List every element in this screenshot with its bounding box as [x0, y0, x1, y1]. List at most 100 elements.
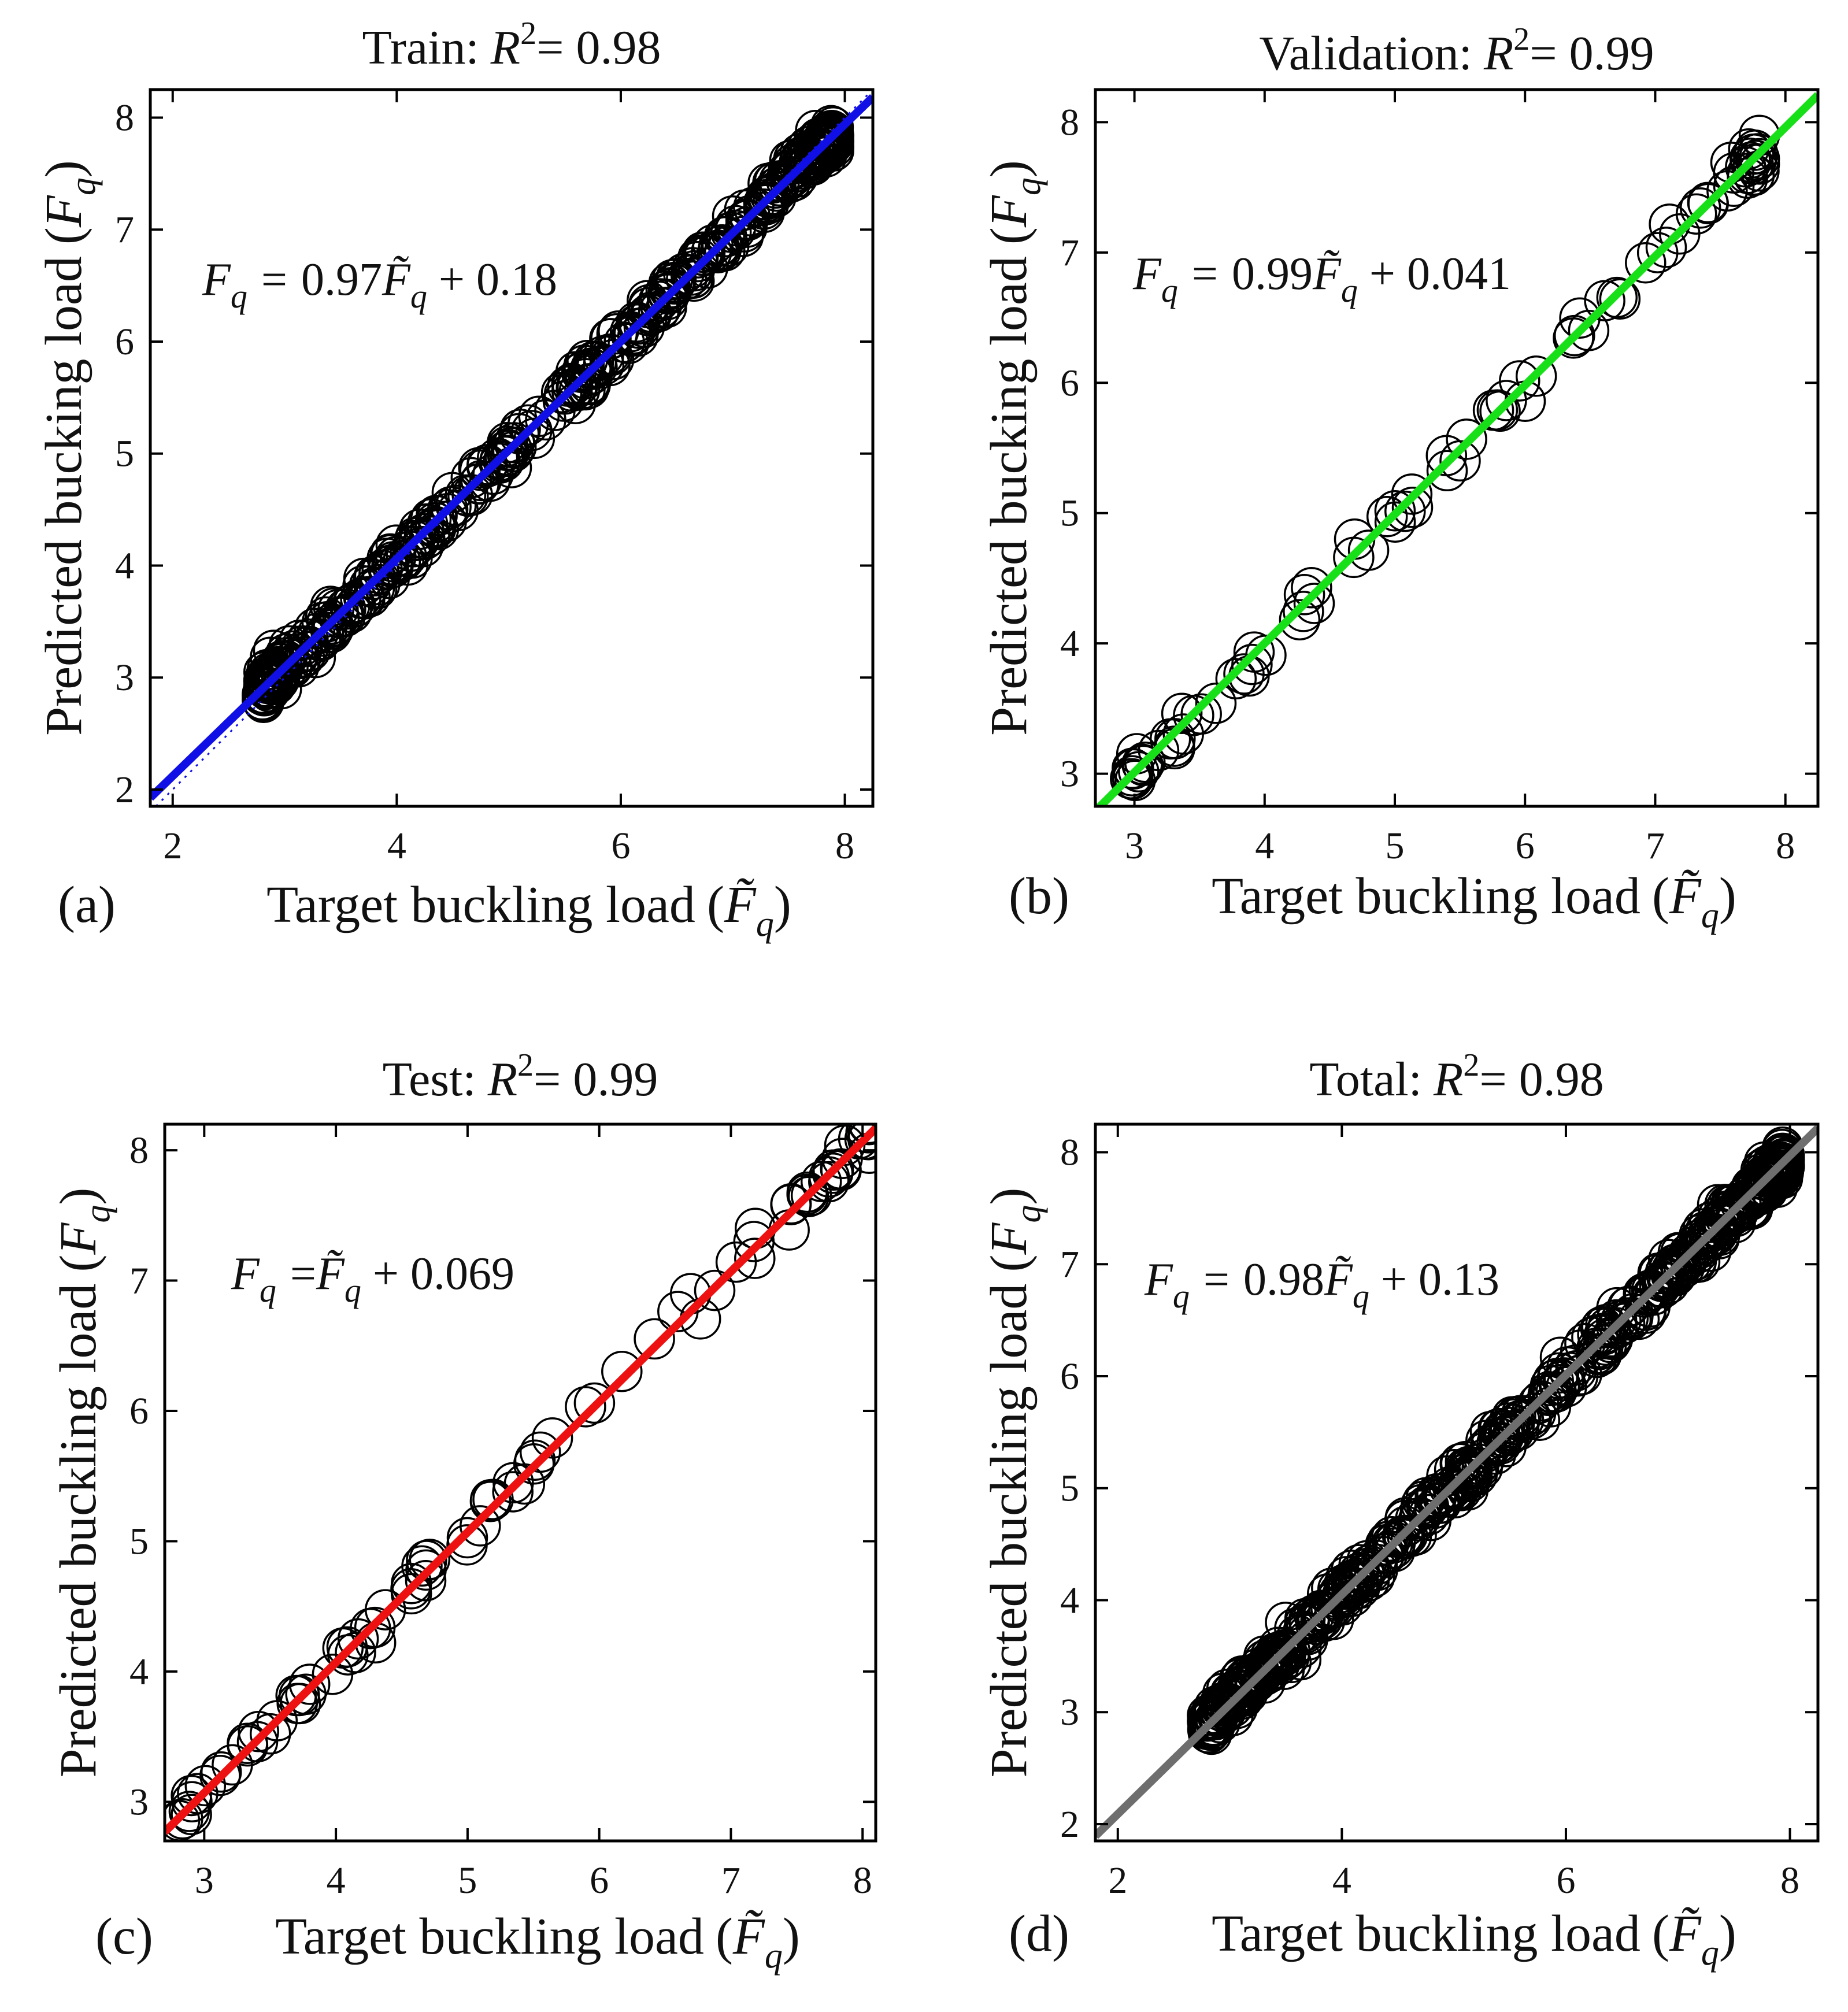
y-tick-label: 4: [115, 544, 134, 587]
data-point: [212, 1744, 253, 1786]
data-point: [326, 1626, 368, 1668]
data-point: [354, 1606, 396, 1648]
data-point: [431, 472, 473, 513]
data-point: [1244, 1662, 1286, 1704]
x-axis-label: Target buckling load (F̃q): [275, 1908, 800, 1976]
data-point: [1664, 1241, 1706, 1283]
data-point: [638, 291, 680, 332]
data-point: [1515, 355, 1557, 397]
data-point: [1383, 1517, 1425, 1559]
x-tick-label: 4: [1332, 1859, 1351, 1902]
data-point: [334, 586, 376, 628]
data-point: [245, 662, 287, 703]
fit-line: [150, 94, 873, 801]
data-point: [1687, 181, 1729, 224]
y-tick-label: 7: [1060, 1243, 1079, 1285]
data-point: [1284, 1598, 1326, 1640]
data-point: [285, 1673, 327, 1715]
plot-area: [165, 1124, 876, 1841]
x-axis-label: Target buckling load (F̃q): [1212, 868, 1736, 935]
x-tick-label: 7: [1646, 825, 1665, 867]
data-point: [1195, 683, 1237, 724]
data-point: [770, 1183, 812, 1225]
data-point: [1470, 1424, 1512, 1465]
data-point: [1584, 280, 1625, 321]
data-point: [1577, 1314, 1619, 1355]
data-point: [694, 1269, 736, 1311]
data-point: [1391, 487, 1434, 528]
y-tick-label: 4: [1060, 1579, 1079, 1621]
fit-line: [165, 1125, 876, 1835]
data-point: [1293, 583, 1335, 624]
data-point: [1229, 1665, 1271, 1706]
data-point: [447, 475, 489, 517]
panel-a: 2 4 6 8 2 3 4 5 6 7 8 Train: R2= 0.98 Fq = 0.97F̃q + 0.1…: [35, 16, 875, 944]
x-tick-label: 5: [1386, 825, 1405, 867]
data-point: [168, 1791, 210, 1832]
data-point: [800, 1161, 842, 1202]
data-point: [1112, 758, 1154, 800]
y-tick-label: 3: [1060, 753, 1079, 795]
panel-label: (a): [58, 876, 116, 933]
x-tick-label: 3: [1125, 825, 1144, 867]
data-point: [806, 129, 848, 171]
x-tick-label: 2: [1108, 1859, 1127, 1902]
data-point: [368, 548, 409, 590]
data-point: [848, 1124, 876, 1144]
data-point: [1384, 1499, 1426, 1541]
data-point: [1625, 242, 1666, 284]
data-point: [390, 1573, 432, 1615]
data-point: [1659, 213, 1701, 255]
data-point: [1374, 501, 1416, 543]
y-tick-label: 7: [115, 209, 134, 251]
data-point: [280, 638, 321, 680]
data-point: [383, 539, 425, 581]
data-point: [498, 413, 540, 455]
x-axis-label: Target buckling load (F̃q): [266, 876, 791, 944]
data-point: [1536, 1358, 1579, 1399]
fit-line: [1095, 92, 1818, 806]
x-tick-label: 4: [327, 1859, 346, 1902]
data-point: [1279, 599, 1321, 640]
data-point: [446, 1524, 488, 1566]
x-tick-label: 6: [1516, 825, 1535, 867]
data-point: [1485, 1425, 1527, 1468]
data-point: [343, 557, 385, 599]
y-axis-label: Predicted bucking load(Fq): [980, 160, 1048, 736]
data-point: [542, 380, 584, 422]
x-tick-label: 7: [721, 1859, 740, 1902]
data-point: [551, 362, 592, 405]
data-point: [306, 612, 347, 654]
data-point: [1510, 1398, 1552, 1440]
data-point: [1584, 1314, 1625, 1355]
data-point: [715, 1241, 757, 1283]
data-point: [1679, 1214, 1720, 1256]
data-point: [1744, 1159, 1786, 1200]
data-point: [171, 1794, 212, 1836]
y-tick-label: 6: [129, 1390, 149, 1432]
data-point: [236, 1721, 279, 1763]
data-point: [568, 363, 610, 405]
fit-equation: Fq = 0.98F̃q + 0.13: [1144, 1254, 1499, 1315]
data-point: [199, 1754, 241, 1796]
data-point: [1173, 695, 1214, 736]
x-tick-label: 5: [458, 1859, 477, 1902]
data-point: [1488, 1402, 1529, 1444]
data-point: [458, 462, 501, 505]
data-point: [490, 427, 532, 468]
data-point: [258, 660, 299, 702]
y-tick-label: 8: [1060, 1131, 1079, 1173]
x-tick-label: 6: [590, 1859, 609, 1902]
data-point: [1698, 1209, 1740, 1251]
scatter-points: [165, 1124, 876, 1841]
data-point: [297, 612, 339, 654]
data-point: [734, 1237, 776, 1279]
data-point: [1736, 133, 1779, 175]
data-point: [1479, 390, 1521, 432]
data-point: [1220, 1673, 1262, 1715]
data-point: [1333, 1569, 1375, 1611]
data-point: [1124, 741, 1166, 783]
data-point: [1366, 495, 1408, 538]
y-tick-label: 8: [129, 1129, 149, 1172]
data-point: [551, 370, 593, 412]
